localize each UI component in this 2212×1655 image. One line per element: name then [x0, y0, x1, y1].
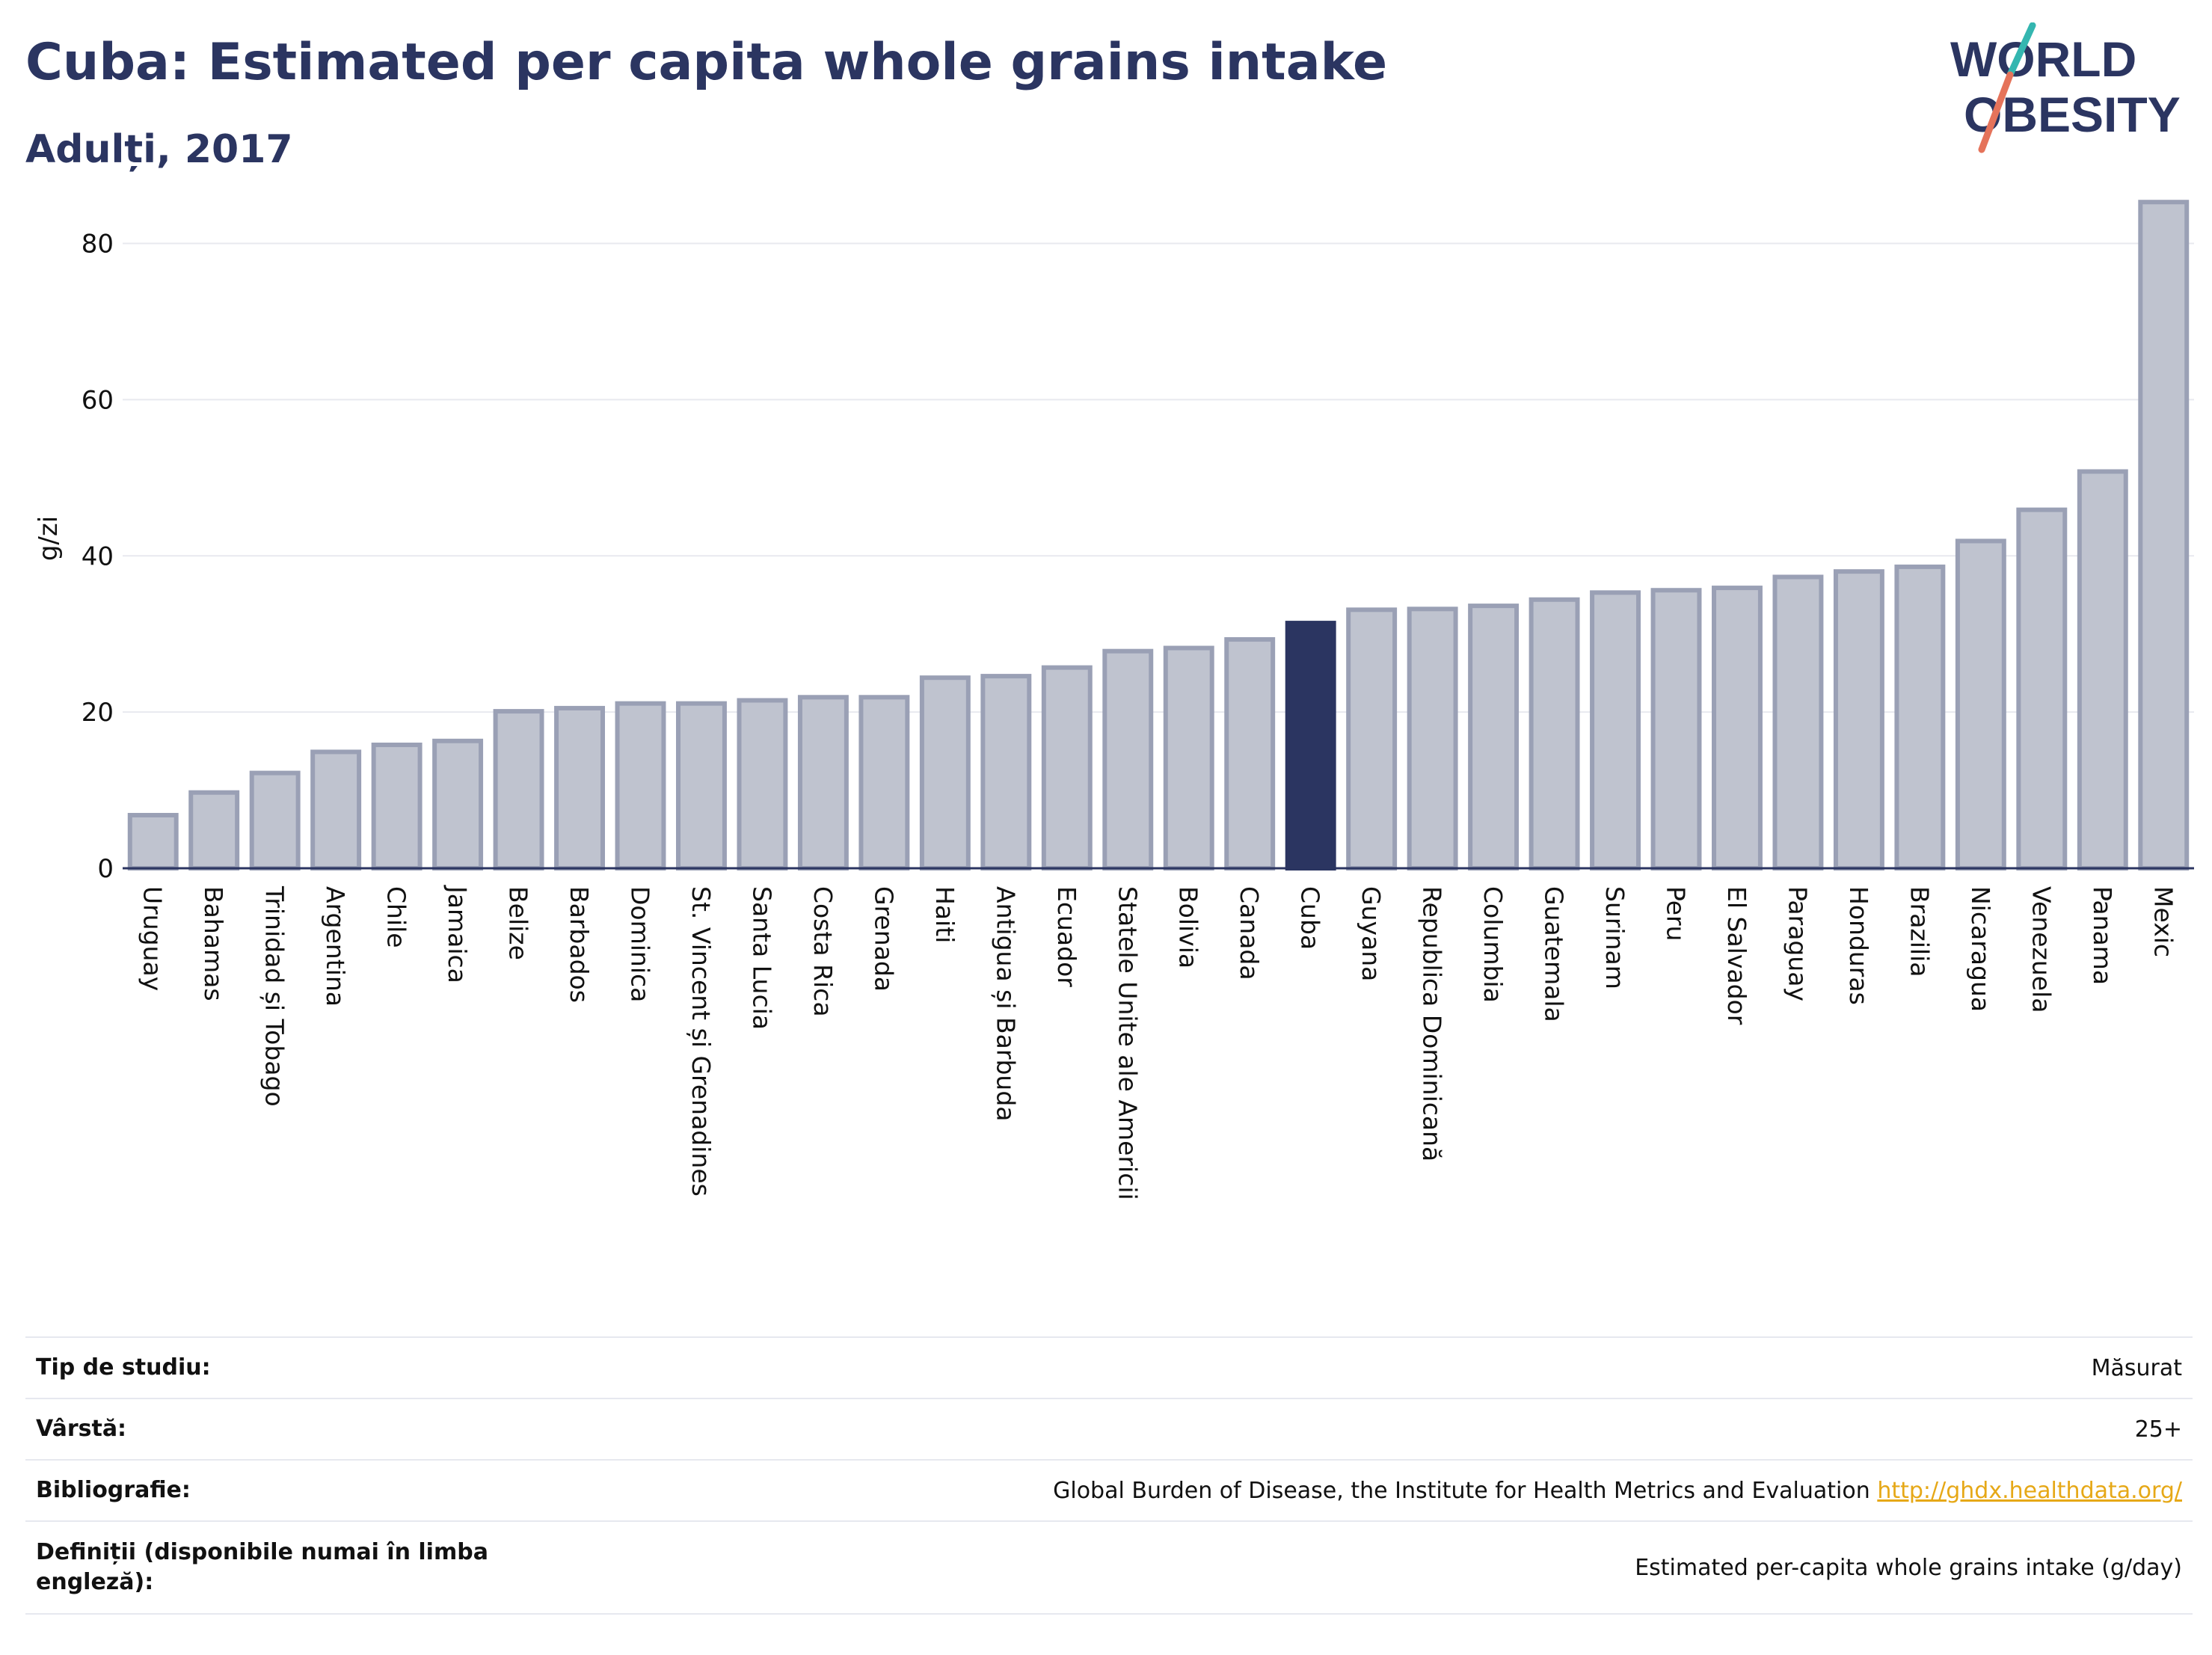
meta-key: Tip de studiu: [25, 1336, 525, 1398]
bar-argentina[interactable] [310, 749, 362, 871]
x-tick-label: Trinidad și Tobago [260, 885, 289, 1107]
x-tick-label: Surinam [1600, 886, 1629, 989]
x-tick-label: Uruguay [138, 886, 168, 991]
x-tick-label: Statele Unite ale Americii [1113, 886, 1142, 1200]
bar-brazilia[interactable] [1894, 564, 1946, 871]
bar-venezuela[interactable] [2016, 507, 2068, 871]
bar-peru[interactable] [1650, 588, 1702, 871]
y-tick-label: 20 [82, 698, 114, 728]
bibliography-text: Global Burden of Disease, the Institute … [1053, 1477, 1870, 1504]
x-axis-ticks: Uruguay Bahamas Trinidad și Tobago Argentin… [138, 885, 2178, 1200]
logo-slash-teal [2006, 22, 2036, 79]
bar-mexic[interactable] [2138, 200, 2190, 871]
bar-bolivia[interactable] [1163, 645, 1214, 871]
meta-row-definitions: Definiții (disponibile numai în limba en… [25, 1520, 2193, 1615]
y-tick-label: 0 [97, 854, 114, 884]
bar-canada[interactable] [1224, 637, 1276, 871]
x-tick-label: Nicaragua [1966, 886, 1995, 1012]
x-tick-label: Santa Lucia [747, 886, 776, 1030]
x-tick-label: Guatemala [1540, 886, 1569, 1022]
meta-value: Estimated per-capita whole grains intake… [525, 1520, 2193, 1615]
bar-belize[interactable] [493, 709, 544, 871]
meta-value: Măsurat [525, 1336, 2193, 1398]
meta-value: Global Burden of Disease, the Institute … [525, 1459, 2193, 1521]
x-tick-label: Costa Rica [808, 886, 838, 1017]
bar-trinidad-și-tobago[interactable] [249, 770, 301, 871]
meta-value: 25+ [525, 1398, 2193, 1460]
x-tick-label: Argentina [321, 886, 350, 1007]
bar-dominica[interactable] [615, 701, 666, 871]
bar-barbados[interactable] [554, 705, 605, 871]
meta-row-bibliography: Bibliografie: Global Burden of Disease, … [25, 1459, 2193, 1521]
bar-st-vincent-și-grenadines[interactable] [676, 701, 727, 871]
x-tick-label: Cuba [1296, 886, 1325, 950]
bar-costa-rica[interactable] [797, 695, 849, 871]
meta-row-age: Vârstă: 25+ [25, 1398, 2193, 1460]
chart-subtitle: Adulți, 2017 [25, 127, 293, 172]
bar-honduras[interactable] [1833, 569, 1884, 871]
bar-grenada[interactable] [858, 695, 910, 871]
bar-paraguay[interactable] [1772, 574, 1824, 871]
bar-bahamas[interactable] [188, 790, 240, 871]
bar-el-salvador[interactable] [1712, 586, 1763, 871]
x-tick-label: Antigua și Barbuda [991, 886, 1020, 1121]
bar-uruguay[interactable] [127, 812, 179, 871]
x-tick-label: Mexic [2148, 886, 2178, 957]
bar-statele-unite-ale-americii[interactable] [1102, 648, 1154, 871]
bar-republica-dominicană[interactable] [1407, 607, 1458, 871]
y-tick-label: 40 [82, 541, 114, 571]
bar-columbia[interactable] [1468, 604, 1520, 871]
meta-key: Bibliografie: [25, 1459, 525, 1521]
x-tick-label: El Salvador [1722, 886, 1751, 1025]
x-tick-label: Brazilia [1905, 886, 1934, 977]
y-tick-label: 80 [82, 230, 114, 260]
world-obesity-logo: WORLD OBESITY [1950, 22, 2181, 153]
y-axis-ticks: 0 20 40 60 80 [82, 230, 114, 884]
x-tick-label: Barbados [565, 886, 594, 1003]
bar-haiti[interactable] [919, 675, 971, 871]
x-tick-label: Peru [1662, 886, 1691, 942]
x-tick-label: Panama [2088, 886, 2117, 985]
bar-ecuador[interactable] [1041, 665, 1093, 871]
x-tick-label: Chile [382, 886, 411, 948]
x-tick-label: St. Vincent și Grenadines [686, 886, 716, 1197]
bar-cuba[interactable] [1285, 621, 1336, 871]
x-tick-label: Belize [504, 886, 533, 960]
chart-title: Cuba: Estimated per capita whole grains … [25, 33, 1388, 92]
x-tick-label: Haiti [930, 886, 959, 943]
x-tick-label: Republica Dominicană [1418, 886, 1447, 1161]
x-tick-label: Honduras [1844, 886, 1873, 1005]
bar-antigua-și-barbuda[interactable] [980, 674, 1032, 871]
logo-line1: WORLD [1950, 31, 2136, 87]
bar-surinam[interactable] [1590, 590, 1641, 871]
metadata-table: Tip de studiu: Măsurat Vârstă: 25+ Bibli… [25, 1336, 2193, 1615]
x-tick-label: Ecuador [1052, 886, 1081, 987]
x-tick-label: Canada [1235, 886, 1264, 980]
bibliography-link[interactable]: http://ghdx.healthdata.org/ [1877, 1477, 2182, 1504]
bars [127, 200, 2190, 871]
bar-guyana[interactable] [1346, 607, 1398, 871]
bar-santa-lucia[interactable] [737, 698, 788, 871]
y-axis-label: g/zi [34, 516, 64, 561]
meta-row-study-type: Tip de studiu: Măsurat [25, 1336, 2193, 1398]
bar-chart: 0 20 40 60 80 Uruguay Bahamas Trinidad și Toba… [34, 200, 2194, 1200]
x-tick-label: Bolivia [1174, 886, 1203, 968]
meta-key: Vârstă: [25, 1398, 525, 1460]
x-tick-label: Dominica [626, 886, 655, 1002]
bar-panama[interactable] [2077, 469, 2128, 871]
bar-chile[interactable] [371, 742, 423, 871]
x-tick-label: Paraguay [1783, 886, 1812, 1001]
x-tick-label: Jamaica [443, 885, 472, 983]
bar-jamaica[interactable] [432, 738, 484, 871]
meta-key: Definiții (disponibile numai în limba en… [25, 1520, 525, 1615]
x-tick-label: Columbia [1478, 886, 1508, 1003]
bar-guatemala[interactable] [1529, 597, 1580, 871]
x-tick-label: Venezuela [2027, 886, 2056, 1013]
x-tick-label: Grenada [869, 886, 898, 992]
x-tick-label: Bahamas [199, 886, 228, 1001]
bar-nicaragua[interactable] [1955, 538, 2006, 871]
x-tick-label: Guyana [1357, 886, 1386, 981]
y-tick-label: 60 [82, 385, 114, 415]
logo-slash-coral [1978, 71, 2014, 153]
